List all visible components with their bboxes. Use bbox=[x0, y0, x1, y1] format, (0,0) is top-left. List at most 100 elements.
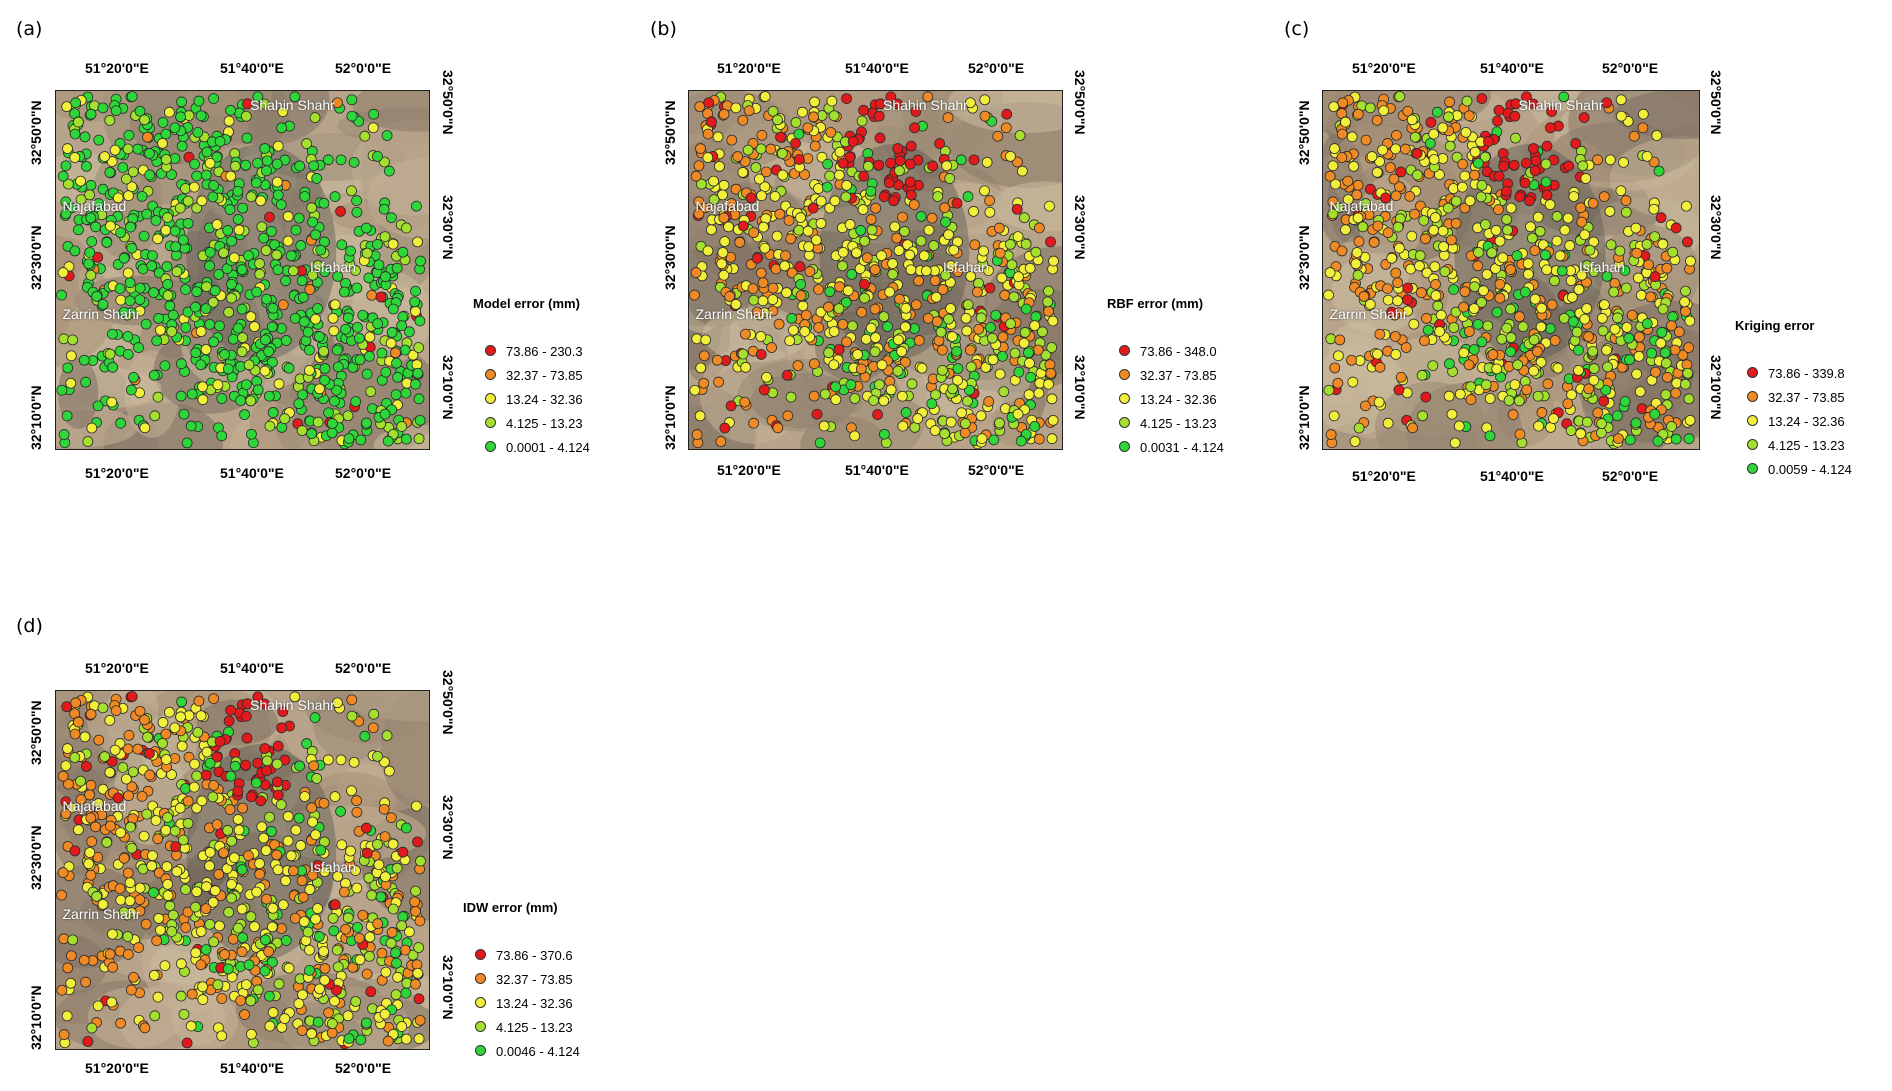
lon-label-top: 51°40'0"E bbox=[1480, 60, 1544, 76]
sample-point bbox=[808, 390, 820, 402]
sample-point bbox=[351, 282, 363, 294]
sample-point bbox=[245, 311, 257, 323]
sample-point bbox=[275, 199, 287, 211]
sample-point bbox=[755, 331, 767, 342]
sample-point bbox=[311, 173, 323, 184]
sample-point bbox=[859, 235, 870, 247]
lon-label-top: 52°0'0"E bbox=[335, 60, 392, 76]
sample-point bbox=[182, 306, 194, 318]
sample-point bbox=[386, 327, 398, 338]
sample-point bbox=[267, 407, 279, 418]
sample-point bbox=[818, 420, 830, 432]
sample-point bbox=[412, 236, 423, 248]
sample-point bbox=[264, 420, 276, 432]
sample-point bbox=[837, 260, 848, 272]
sample-point bbox=[945, 303, 956, 314]
lon-label-top: 51°40'0"E bbox=[220, 60, 284, 76]
sample-point bbox=[927, 160, 939, 172]
legend-swatch bbox=[485, 441, 496, 453]
sample-point bbox=[385, 337, 397, 349]
sample-point bbox=[133, 342, 144, 353]
sample-point bbox=[83, 258, 95, 270]
sample-point bbox=[714, 160, 725, 172]
sample-point bbox=[223, 115, 235, 127]
sample-point bbox=[191, 202, 203, 214]
sample-point bbox=[414, 315, 426, 327]
sample-point bbox=[109, 144, 121, 156]
sample-point bbox=[175, 390, 187, 402]
sample-point bbox=[106, 156, 118, 167]
sample-point bbox=[382, 435, 394, 447]
sample-point bbox=[144, 169, 156, 181]
sample-point bbox=[304, 344, 315, 356]
legend-label: 4.125 - 13.23 bbox=[1140, 416, 1217, 432]
sample-point bbox=[361, 417, 372, 429]
sample-point bbox=[183, 151, 195, 163]
sample-point bbox=[287, 265, 299, 277]
legend-item: 0.0059 - 4.124 bbox=[1747, 461, 1852, 477]
sample-point bbox=[224, 204, 236, 215]
sample-point bbox=[70, 97, 82, 109]
sample-point bbox=[162, 212, 173, 223]
sample-point bbox=[164, 106, 175, 118]
sample-point bbox=[261, 165, 272, 177]
legend-item: 32.37 - 73.85 bbox=[1747, 389, 1845, 405]
legend-item: 0.0046 - 4.124 bbox=[475, 1043, 580, 1059]
legend-title: IDW error (mm) bbox=[463, 900, 558, 915]
sample-point bbox=[913, 275, 925, 287]
sample-point bbox=[385, 212, 397, 224]
sample-point bbox=[297, 389, 308, 401]
sample-point bbox=[84, 189, 95, 201]
sample-point bbox=[357, 309, 369, 321]
sample-point bbox=[345, 245, 356, 257]
sample-point bbox=[136, 190, 148, 202]
sample-point bbox=[243, 359, 255, 371]
sample-point bbox=[207, 191, 219, 203]
sample-point bbox=[65, 377, 77, 389]
sample-point bbox=[259, 143, 271, 154]
legend-item: 4.125 - 13.23 bbox=[1747, 437, 1845, 453]
sample-point bbox=[319, 363, 331, 374]
sample-point bbox=[822, 158, 834, 170]
sample-point bbox=[283, 362, 295, 374]
sample-point bbox=[251, 286, 263, 298]
sample-point bbox=[62, 143, 73, 154]
sample-point bbox=[115, 227, 127, 239]
sample-point bbox=[878, 311, 890, 323]
lon-label-top: 51°40'0"E bbox=[845, 60, 909, 76]
sample-point bbox=[67, 334, 79, 346]
map-2: Shahin Shahr Najafabad Isfahan Zarrin Shahr bbox=[688, 90, 1063, 450]
sample-point bbox=[748, 417, 760, 429]
sample-point bbox=[62, 362, 74, 374]
legend-label: 4.125 - 13.23 bbox=[496, 1020, 573, 1036]
sample-point bbox=[829, 195, 841, 207]
sample-point bbox=[110, 105, 122, 117]
lat-label-left: 32°30'0"N bbox=[28, 225, 44, 290]
lon-label-top: 51°20'0"E bbox=[717, 60, 781, 76]
sample-point bbox=[263, 346, 275, 357]
legend-swatch bbox=[1119, 393, 1130, 405]
sample-point bbox=[937, 284, 949, 295]
sample-point bbox=[355, 434, 367, 446]
sample-point bbox=[410, 378, 421, 390]
sample-point bbox=[285, 250, 297, 262]
sample-point bbox=[1046, 393, 1058, 405]
sample-point bbox=[1046, 342, 1058, 353]
sample-point bbox=[85, 212, 97, 224]
sample-point bbox=[171, 266, 183, 277]
legend-swatch bbox=[1119, 369, 1130, 381]
sample-point bbox=[387, 238, 399, 250]
sample-point bbox=[223, 306, 235, 318]
sample-point bbox=[280, 335, 292, 346]
sample-point bbox=[1013, 366, 1025, 378]
sample-point bbox=[730, 183, 742, 195]
sample-point bbox=[79, 131, 91, 143]
sample-point bbox=[236, 346, 248, 358]
sample-point bbox=[225, 104, 236, 116]
sample-point bbox=[342, 312, 354, 324]
sample-point bbox=[139, 422, 151, 434]
sample-point bbox=[1044, 200, 1055, 212]
sample-point bbox=[254, 268, 266, 280]
sample-point bbox=[343, 433, 355, 445]
legend-item: 4.125 - 13.23 bbox=[475, 1019, 573, 1035]
